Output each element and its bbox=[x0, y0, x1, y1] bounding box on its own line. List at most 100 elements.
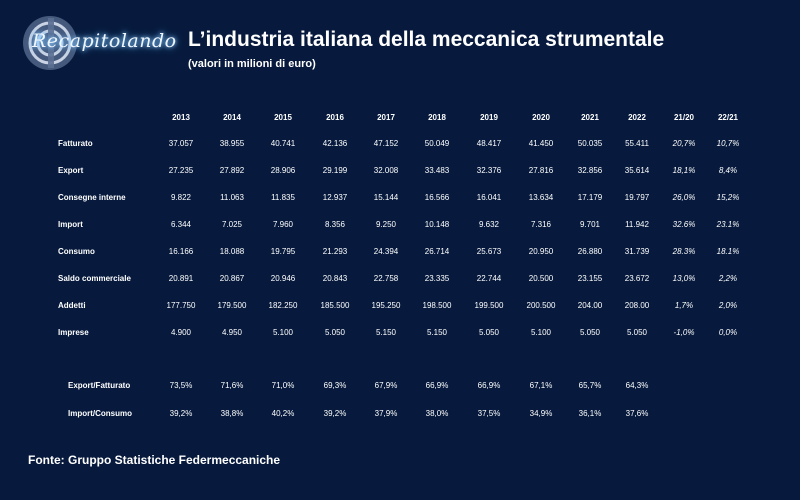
table-cell: 9.632 bbox=[478, 220, 500, 229]
table-cell: 7.316 bbox=[530, 220, 552, 229]
table-cell: 182.250 bbox=[268, 301, 298, 310]
ratio-cell: 34,9% bbox=[529, 409, 553, 418]
ratio-cell: 39,2% bbox=[323, 409, 347, 418]
table-cell: 32.856 bbox=[577, 166, 603, 175]
table-cell: 7.025 bbox=[221, 220, 243, 229]
table-cell: 27.816 bbox=[528, 166, 554, 175]
column-header: 2018 bbox=[428, 113, 446, 122]
table-cell: 20.843 bbox=[322, 274, 348, 283]
ratio-cell: 67,1% bbox=[529, 381, 553, 390]
change-cell: 8,4% bbox=[718, 166, 738, 175]
table-cell: 11.835 bbox=[271, 193, 295, 202]
table-cell: 50.049 bbox=[424, 139, 450, 148]
table-cell: 26.714 bbox=[424, 247, 450, 256]
table-cell: 32.376 bbox=[476, 166, 502, 175]
table-cell: 29.199 bbox=[322, 166, 348, 175]
table-cell: 6.344 bbox=[170, 220, 192, 229]
table-cell: 42.136 bbox=[322, 139, 348, 148]
source-note: Fonte: Gruppo Statistiche Federmeccanich… bbox=[28, 453, 281, 467]
table-cell: 38.955 bbox=[219, 139, 245, 148]
table-cell: 40.741 bbox=[270, 139, 296, 148]
row-label: Export bbox=[58, 166, 84, 175]
table-cell: 20.946 bbox=[270, 274, 296, 283]
column-header: 2020 bbox=[532, 113, 550, 122]
column-header: 21/20 bbox=[673, 113, 695, 122]
table-cell: 16.166 bbox=[168, 247, 194, 256]
change-cell: 18.1% bbox=[716, 247, 740, 256]
table-cell: 200.500 bbox=[526, 301, 556, 310]
ratio-cell: 71,0% bbox=[271, 381, 295, 390]
table-cell: 21.293 bbox=[322, 247, 348, 256]
column-header: 2016 bbox=[326, 113, 344, 122]
column-header: 2021 bbox=[581, 113, 599, 122]
table-cell: 5.050 bbox=[579, 328, 601, 337]
row-label: Fatturato bbox=[58, 139, 93, 148]
change-cell: -1,0% bbox=[673, 328, 695, 337]
table-cell: 5.050 bbox=[626, 328, 648, 337]
ratio-cell: 66,9% bbox=[477, 381, 501, 390]
change-cell: 18,1% bbox=[672, 166, 696, 175]
table-cell: 50.035 bbox=[577, 139, 603, 148]
column-header: 2014 bbox=[223, 113, 241, 122]
table-cell: 4.900 bbox=[170, 328, 192, 337]
change-cell: 1,7% bbox=[674, 301, 694, 310]
row-label: Addetti bbox=[58, 301, 86, 310]
table-cell: 16.566 bbox=[424, 193, 450, 202]
table-cell: 4.950 bbox=[221, 328, 243, 337]
table-cell: 11.063 bbox=[220, 193, 244, 202]
table-cell: 20.950 bbox=[528, 247, 554, 256]
row-label: Consumo bbox=[58, 247, 95, 256]
table-cell: 177.750 bbox=[166, 301, 196, 310]
table-cell: 27.235 bbox=[168, 166, 194, 175]
table-cell: 5.050 bbox=[478, 328, 500, 337]
ratio-cell: 39,2% bbox=[169, 409, 193, 418]
table-cell: 18.088 bbox=[219, 247, 245, 256]
table-cell: 20.500 bbox=[528, 274, 554, 283]
table-cell: 8.356 bbox=[324, 220, 346, 229]
ratio-cell: 65,7% bbox=[578, 381, 602, 390]
table-cell: 47.152 bbox=[373, 139, 399, 148]
table-cell: 13.634 bbox=[528, 193, 554, 202]
change-cell: 32.6% bbox=[672, 220, 696, 229]
table-cell: 19.795 bbox=[270, 247, 296, 256]
table-cell: 25.673 bbox=[476, 247, 502, 256]
ratio-label: Import/Consumo bbox=[68, 409, 132, 418]
table-cell: 22.758 bbox=[373, 274, 399, 283]
table-cell: 33.483 bbox=[424, 166, 450, 175]
row-label: Consegne interne bbox=[58, 193, 126, 202]
change-cell: 23.1% bbox=[716, 220, 740, 229]
ratio-cell: 38,0% bbox=[425, 409, 449, 418]
table-cell: 15.144 bbox=[373, 193, 399, 202]
table-cell: 27.892 bbox=[219, 166, 245, 175]
table-cell: 9.701 bbox=[579, 220, 601, 229]
ratio-cell: 38,8% bbox=[220, 409, 244, 418]
table-cell: 9.250 bbox=[375, 220, 397, 229]
table-cell: 9.822 bbox=[170, 193, 192, 202]
table-cell: 24.394 bbox=[373, 247, 399, 256]
table-cell: 41.450 bbox=[528, 139, 554, 148]
ratio-cell: 37,9% bbox=[374, 409, 398, 418]
ratio-cell: 37,5% bbox=[477, 409, 501, 418]
table-cell: 23.155 bbox=[577, 274, 603, 283]
change-cell: 26,0% bbox=[672, 193, 696, 202]
ratio-cell: 36,1% bbox=[578, 409, 602, 418]
change-cell: 20,7% bbox=[672, 139, 696, 148]
page-subtitle: (valori in milioni di euro) bbox=[188, 58, 316, 70]
table-cell: 20.891 bbox=[168, 274, 194, 283]
table-cell: 23.335 bbox=[424, 274, 450, 283]
brand-name: Recapitolando bbox=[32, 30, 177, 52]
table-cell: 185.500 bbox=[320, 301, 350, 310]
brand-logo: Recapitolando bbox=[18, 12, 176, 74]
table-cell: 37.057 bbox=[168, 139, 194, 148]
change-cell: 28.3% bbox=[672, 247, 696, 256]
table-cell: 32.008 bbox=[373, 166, 399, 175]
table-cell: 26.880 bbox=[577, 247, 603, 256]
table-cell: 179.500 bbox=[217, 301, 247, 310]
table-cell: 208.00 bbox=[624, 301, 650, 310]
ratio-cell: 71,6% bbox=[220, 381, 244, 390]
row-label: Saldo commerciale bbox=[58, 274, 131, 283]
table-cell: 12.937 bbox=[322, 193, 348, 202]
table-cell: 7.960 bbox=[272, 220, 294, 229]
column-header: 2017 bbox=[377, 113, 395, 122]
